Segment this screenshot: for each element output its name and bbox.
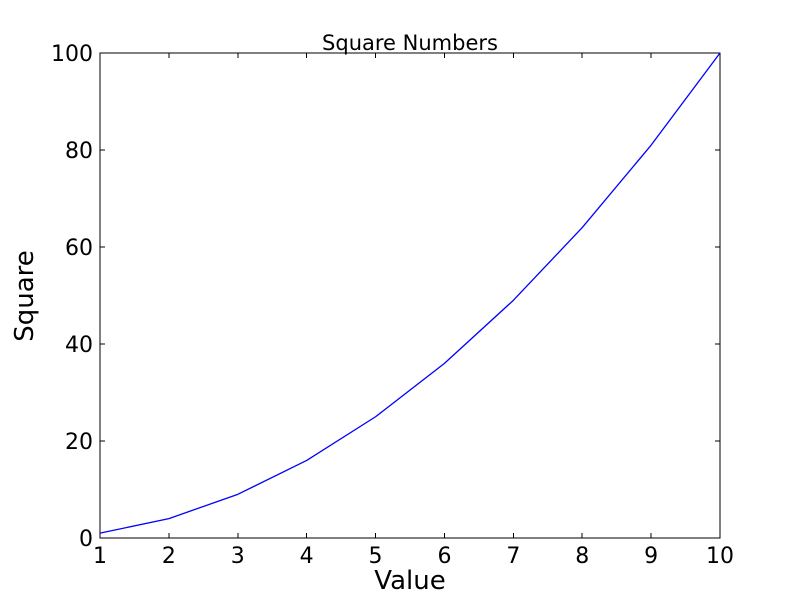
y-tick-label: 60 — [65, 236, 93, 261]
x-tick-label: 10 — [706, 544, 734, 569]
chart-title: Square Numbers — [322, 31, 498, 55]
x-tick-label: 7 — [506, 544, 520, 569]
y-tick-label: 80 — [65, 139, 93, 164]
x-axis-label: Value — [374, 566, 445, 596]
x-tick-label: 4 — [300, 544, 314, 569]
x-tick-label: 1 — [93, 544, 107, 569]
plot-area — [99, 52, 721, 539]
y-tick-label: 100 — [51, 42, 93, 67]
y-tick-label: 40 — [65, 333, 93, 358]
y-axis-label: Square — [10, 250, 40, 342]
x-tick-label: 9 — [644, 544, 658, 569]
data-line — [99, 52, 721, 534]
x-tick-label: 3 — [231, 544, 245, 569]
x-tick-label: 8 — [575, 544, 589, 569]
y-tick-label: 0 — [79, 527, 93, 552]
x-tick-label: 5 — [369, 544, 383, 569]
x-tick-label: 2 — [162, 544, 176, 569]
y-tick-label: 20 — [65, 430, 93, 455]
tick-marks — [99, 52, 721, 539]
x-tick-label: 6 — [437, 544, 451, 569]
